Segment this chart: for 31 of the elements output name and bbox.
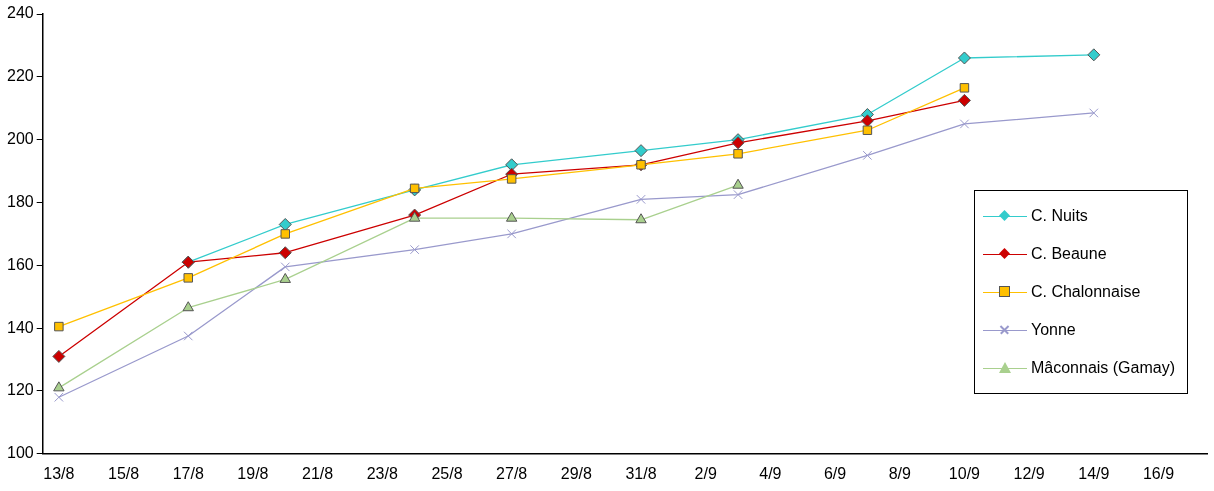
y-tick-label: 140 bbox=[6, 318, 34, 336]
x-tick-label: 19/8 bbox=[237, 464, 269, 482]
x-tick-label: 29/8 bbox=[560, 464, 593, 482]
x-tick-label: 17/8 bbox=[172, 464, 204, 482]
x-tick-label: 16/9 bbox=[1142, 464, 1175, 482]
x-tick-label: 2/9 bbox=[694, 464, 717, 482]
legend-label: Yonne bbox=[1030, 321, 1076, 339]
y-tick-label: 180 bbox=[6, 192, 34, 210]
x-tick-label: 8/9 bbox=[888, 464, 911, 482]
x-tick-label: 23/8 bbox=[366, 464, 398, 482]
y-tick-label: 120 bbox=[6, 381, 34, 399]
y-tick-label: 240 bbox=[6, 4, 34, 22]
x-tick-label: 21/8 bbox=[302, 464, 334, 482]
x-tick-label: 14/9 bbox=[1078, 464, 1110, 482]
x-tick-label: 4/9 bbox=[759, 464, 782, 482]
x-tick-label: 13/8 bbox=[43, 464, 75, 482]
x-tick-label: 12/9 bbox=[1013, 464, 1045, 482]
y-tick-label: 220 bbox=[6, 67, 34, 85]
x-tick-label: 31/8 bbox=[625, 464, 657, 482]
x-tick-label: 10/9 bbox=[948, 464, 981, 482]
legend-label: Mâconnais (Gamay) bbox=[1030, 359, 1175, 377]
y-tick-label: 160 bbox=[6, 255, 34, 273]
legend-label: C. Nuits bbox=[1030, 207, 1088, 225]
x-tick-label: 15/8 bbox=[107, 464, 140, 482]
y-tick-label: 100 bbox=[6, 444, 34, 462]
legend-label: C. Chalonnaise bbox=[1030, 283, 1141, 301]
legend-label: C. Beaune bbox=[1030, 245, 1107, 263]
x-tick-label: 25/8 bbox=[431, 464, 463, 482]
x-tick-label: 6/9 bbox=[823, 464, 847, 482]
x-tick-label: 27/8 bbox=[496, 464, 528, 482]
y-tick-label: 200 bbox=[6, 130, 34, 148]
